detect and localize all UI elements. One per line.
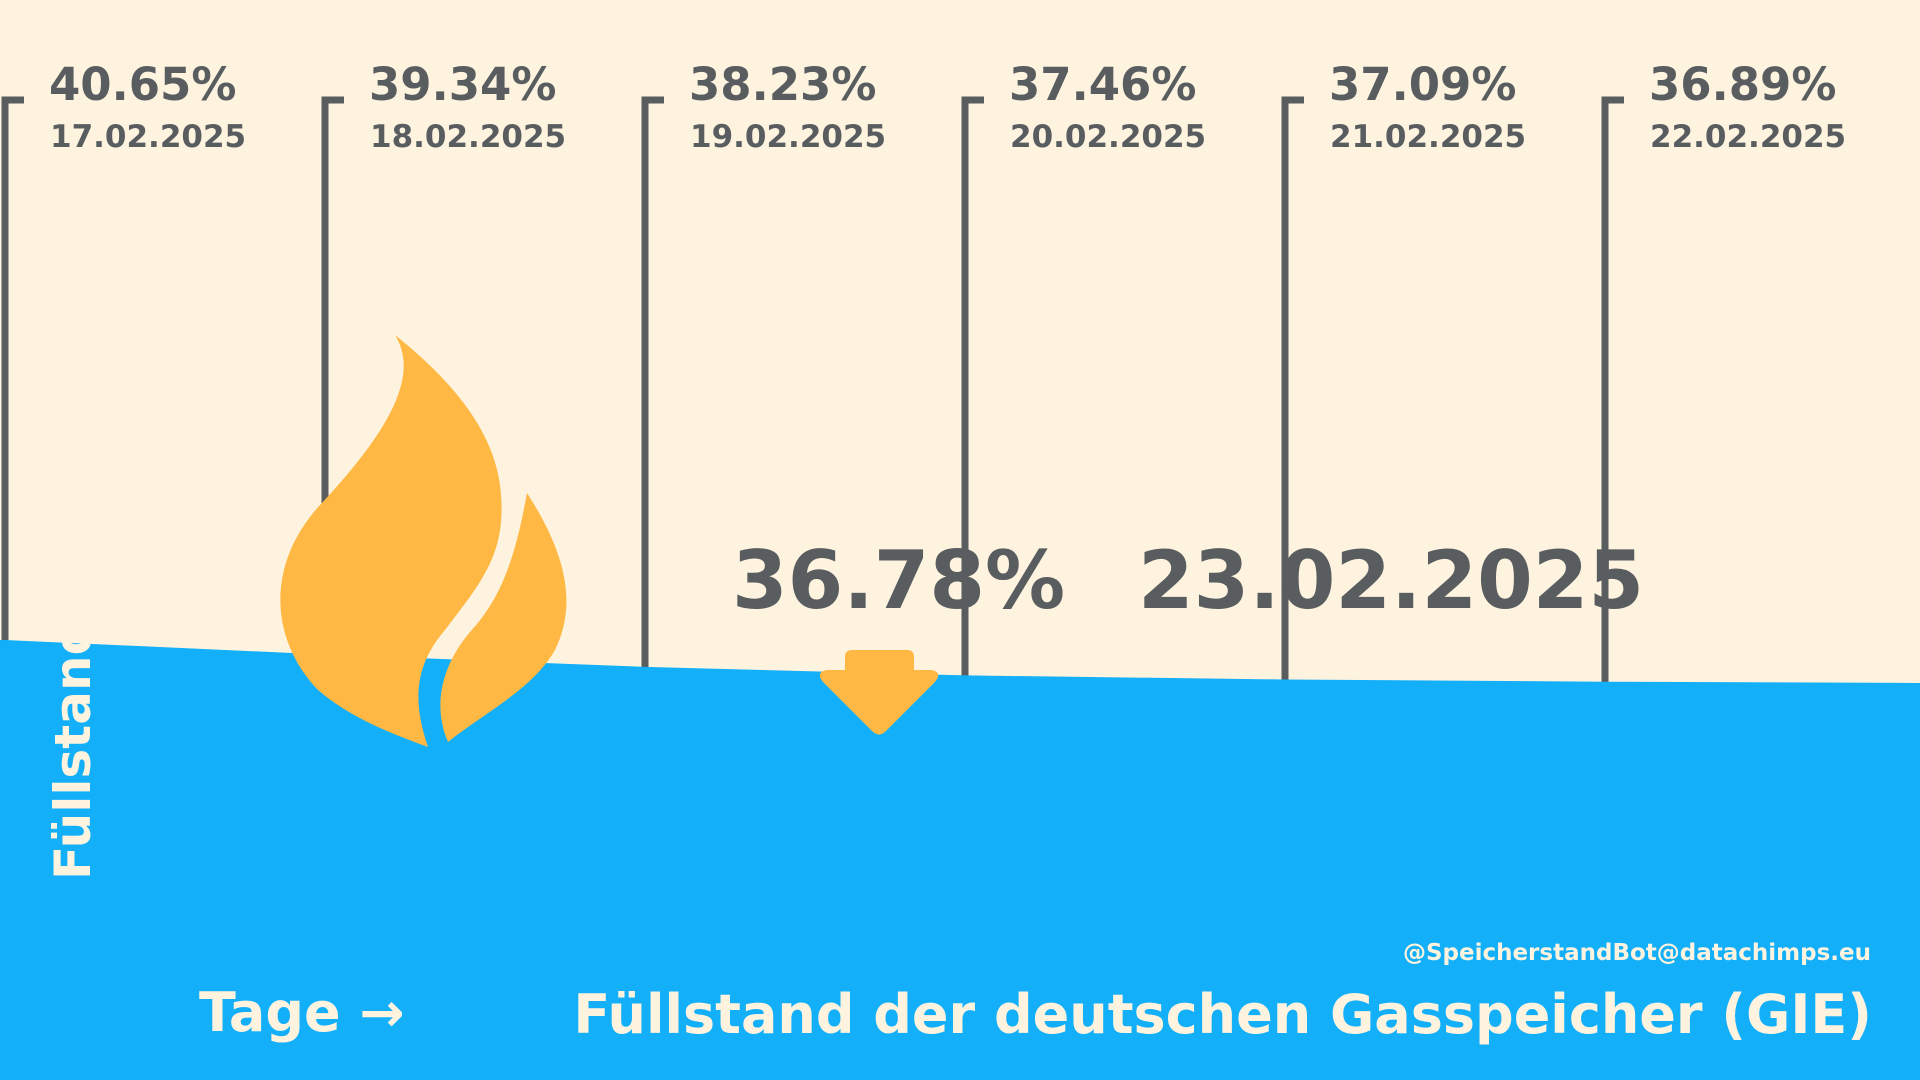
fill-level-area (0, 640, 1920, 1080)
date-label: 21.02.2025 (1330, 119, 1526, 155)
day-labels: 40.65% 17.02.2025 39.34% 18.02.2025 38.23% 19… (49, 58, 1846, 155)
day-bracket (641, 96, 664, 712)
arrow-down-icon (819, 650, 939, 735)
value-label: 37.09% (1329, 58, 1516, 111)
date-label: 18.02.2025 (370, 119, 566, 155)
day-bracket (1, 96, 24, 685)
day-markers (1, 96, 1624, 727)
date-label: 20.02.2025 (1010, 119, 1206, 155)
gas-flame-icon (280, 335, 567, 747)
x-axis-label: Tage → (199, 981, 405, 1044)
value-label: 40.65% (49, 58, 236, 111)
current-fill-date: 23.02.2025 (1138, 534, 1644, 627)
day-bracket (961, 96, 984, 721)
value-label: 38.23% (689, 58, 876, 111)
current-fill-value: 36.78% (732, 534, 1065, 627)
value-label: 37.46% (1009, 58, 1196, 111)
y-axis-label: Füllstand → (44, 560, 102, 880)
value-label: 36.89% (1649, 58, 1836, 111)
chart-title: Füllstand der deutschen Gasspeicher (GIE… (573, 983, 1872, 1046)
date-label: 19.02.2025 (690, 119, 886, 155)
value-label: 39.34% (369, 58, 556, 111)
source-credit: @SpeicherstandBot@datachimps.eu (1403, 940, 1871, 966)
day-bracket (1281, 96, 1304, 725)
day-bracket (1601, 96, 1624, 727)
date-label: 22.02.2025 (1650, 119, 1846, 155)
date-label: 17.02.2025 (50, 119, 246, 155)
